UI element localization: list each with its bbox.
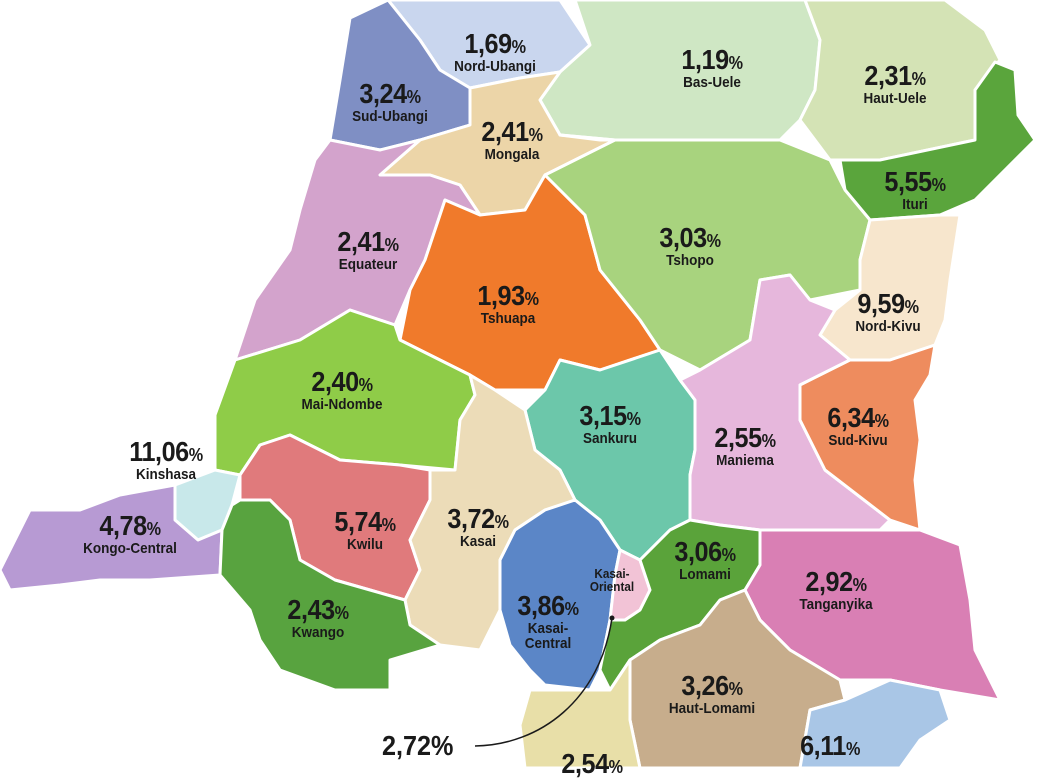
region-sud-kivu <box>798 343 937 532</box>
label-kwango: 2,43% Kwango <box>287 594 349 641</box>
label-sankuru: 3,15% Sankuru <box>579 400 641 447</box>
label-lualaba: 2,54% <box>561 748 623 779</box>
label-tshuapa: 1,93% Tshuapa <box>477 280 539 327</box>
label-kongo-central: 4,78% Kongo-Central <box>83 510 177 557</box>
label-bas-uele: 1,19% Bas-Uele <box>681 44 743 91</box>
region-kongo-central <box>0 483 224 592</box>
callout-leader-line <box>474 617 613 747</box>
callout-leader-dot <box>609 615 615 621</box>
label-equateur: 2,41% Equateur <box>337 226 399 273</box>
label-kasai: 3,72% Kasai <box>447 503 509 550</box>
label-ituri: 5,55% Ituri <box>884 166 946 213</box>
label-mongala: 2,41% Mongala <box>481 116 543 163</box>
region-lualaba <box>518 658 642 768</box>
label-mai-ndombe: 2,40% Mai-Ndombe <box>301 366 383 413</box>
label-haut-katanga: 6,11% <box>800 730 860 761</box>
label-lomami: 3,06% Lomami <box>674 536 736 583</box>
label-haut-lomami: 3,26% Haut-Lomami <box>668 670 756 717</box>
label-sud-ubangi: 3,24% Sud-Ubangi <box>352 78 428 125</box>
label-tanganyika: 2,92% Tanganyika <box>799 566 873 613</box>
label-maniema: 2,55% Maniema <box>714 422 776 469</box>
region-kasai <box>403 373 577 652</box>
callout-kasai-oriental-value: 2,72% <box>382 730 454 761</box>
label-sud-kivu: 6,34% Sud-Kivu <box>827 402 889 449</box>
label-kasai-central: 3,86% Kasai- Central <box>517 590 579 652</box>
label-tshopo: 3,03% Tshopo <box>659 222 721 269</box>
label-haut-uele: 2,31% Haut-Uele <box>863 60 927 107</box>
label-kwilu: 5,74% Kwilu <box>334 506 396 553</box>
label-nord-ubangi: 1,69% Nord-Ubangi <box>454 28 536 75</box>
label-kinshasa: 11,06% Kinshasa <box>129 436 203 483</box>
label-kasai-oriental: Kasai- Oriental <box>589 566 635 594</box>
region-haut-katanga <box>798 678 952 768</box>
label-nord-kivu: 9,59% Nord-Kivu <box>855 288 921 335</box>
region-kwango <box>218 498 442 692</box>
